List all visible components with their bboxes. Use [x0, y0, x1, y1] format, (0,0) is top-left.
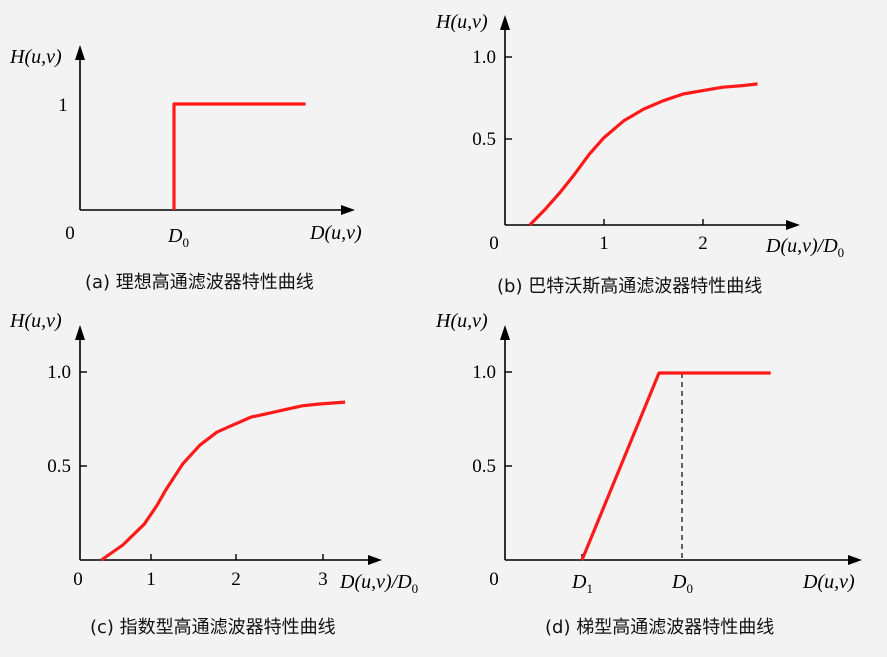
panel-c-xtick-label-1: 1 — [146, 569, 156, 590]
panel-a-ylabel: H(u,v) — [9, 46, 62, 68]
panel-c-y-arrow-icon — [75, 325, 85, 340]
panel-c-ytick-label-05: 0.5 — [47, 456, 71, 477]
panel-d-ylabel: H(u,v) — [435, 310, 488, 332]
panel-d-curve — [580, 371, 771, 561]
panel-c-xtick-label-0: 0 — [73, 569, 83, 590]
panel-b-x-arrow-icon — [786, 220, 800, 230]
panel-d-xtick-d1: D1 — [571, 571, 593, 596]
panel-d-caption: (d) 梯型高通滤波器特性曲线 — [545, 617, 774, 638]
panel-d-x-arrow-icon — [848, 555, 862, 565]
panel-b-curve — [528, 82, 758, 227]
panel-b-xtick-label-0: 0 — [489, 233, 499, 254]
panel-d-xlabel: D(u,v) — [802, 571, 855, 593]
panel-d: H(u,v) 0.5 1.0 0 D1 D0 D(u,v) (d) 梯型高通滤波… — [435, 310, 862, 638]
panel-d-ytick-label-10: 1.0 — [472, 362, 496, 383]
panel-a-y-arrow-icon — [75, 45, 85, 60]
panel-c-xtick-label-3: 3 — [318, 569, 328, 590]
panel-a-xtick-label: 0 — [65, 223, 75, 244]
panel-a-xtick-d0: D0 — [167, 225, 189, 250]
panel-a-xlabel: D(u,v) — [309, 222, 362, 244]
panel-b-ytick-label-10: 1.0 — [472, 47, 496, 68]
panel-d-xtick-label-0: 0 — [489, 569, 499, 590]
panel-c-xlabel: D(u,v)/D0 — [339, 571, 418, 596]
panel-d-y-arrow-icon — [500, 325, 510, 340]
panel-c-curve — [100, 400, 346, 562]
panel-a-caption: (a) 理想高通滤波器特性曲线 — [85, 272, 314, 293]
panel-c-ylabel: H(u,v) — [9, 310, 62, 332]
panel-b: H(u,v) 0.5 1.0 0 1 2 D(u,v)/D0 (b) 巴特沃斯高… — [435, 11, 844, 297]
panel-b-caption: (b) 巴特沃斯高通滤波器特性曲线 — [497, 276, 762, 297]
panel-c-ytick-label-10: 1.0 — [47, 362, 71, 383]
panel-b-ytick-label-05: 0.5 — [472, 129, 496, 150]
panel-c: H(u,v) 0.5 1.0 0 1 2 3 D(u,v)/D0 (c) 指数型… — [9, 310, 418, 638]
panel-b-xtick-label-1: 1 — [599, 233, 609, 254]
panel-a-curve — [172, 102, 306, 210]
panel-a-ytick-label: 1 — [58, 95, 68, 116]
panel-d-xtick-d0: D0 — [671, 571, 693, 596]
panel-c-caption: (c) 指数型高通滤波器特性曲线 — [90, 617, 336, 638]
panel-b-ylabel: H(u,v) — [435, 11, 488, 33]
panel-a: H(u,v) 1 0 D0 D(u,v) (a) 理想高通滤波器特性曲线 — [9, 45, 362, 293]
panel-b-xlabel: D(u,v)/D0 — [765, 235, 844, 260]
panel-d-ytick-label-05: 0.5 — [472, 456, 496, 477]
panel-c-x-arrow-icon — [368, 555, 382, 565]
panel-a-x-arrow-icon — [341, 205, 355, 215]
panel-b-xtick-label-2: 2 — [698, 233, 708, 254]
panel-c-xtick-label-2: 2 — [231, 569, 241, 590]
panel-b-y-arrow-icon — [500, 15, 510, 30]
